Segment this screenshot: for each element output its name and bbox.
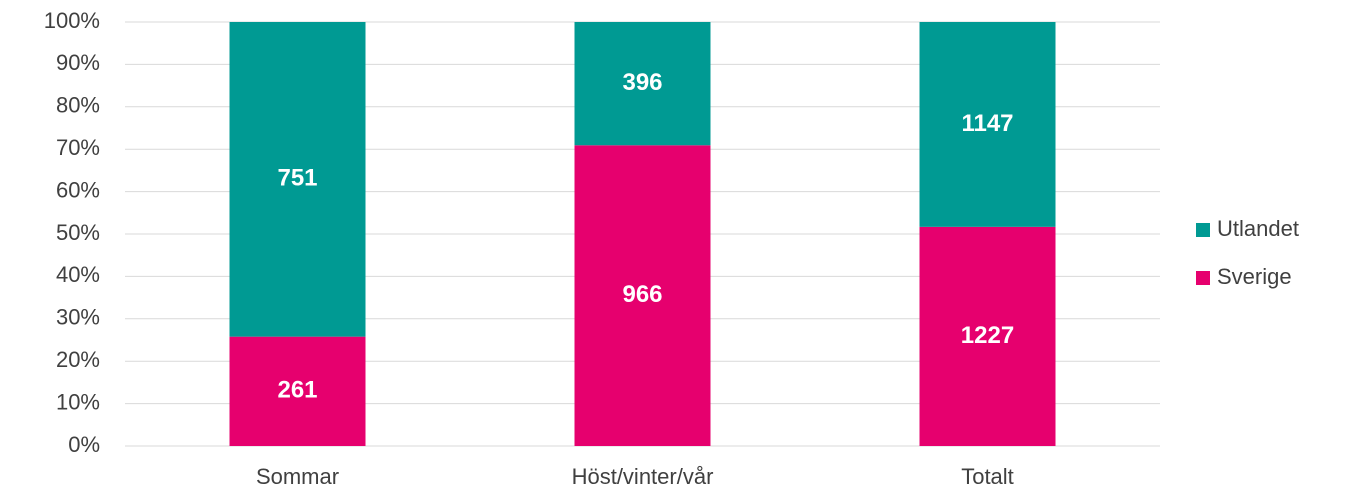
- data-label: 396: [622, 69, 662, 96]
- y-tick-label: 100%: [44, 8, 100, 33]
- data-label: 966: [622, 281, 662, 308]
- legend-swatch: [1196, 223, 1210, 237]
- y-tick-label: 50%: [56, 220, 100, 245]
- x-tick-label: Höst/vinter/vår: [572, 464, 714, 489]
- legend-label: Sverige: [1217, 264, 1292, 289]
- bar-segment: [229, 336, 366, 446]
- bar-segment: [919, 22, 1056, 227]
- bar-segment: [919, 226, 1056, 446]
- y-tick-label: 90%: [56, 50, 100, 75]
- y-tick-label: 40%: [56, 262, 100, 287]
- legend-label: Utlandet: [1217, 216, 1299, 241]
- y-tick-label: 20%: [56, 347, 100, 372]
- data-label: 751: [277, 165, 317, 192]
- bar-segment: [229, 22, 366, 337]
- data-label: 261: [277, 377, 317, 404]
- y-tick-label: 80%: [56, 93, 100, 118]
- y-tick-label: 60%: [56, 177, 100, 202]
- y-tick-label: 70%: [56, 135, 100, 160]
- bar-segment: [574, 22, 711, 146]
- data-label: 1147: [961, 110, 1013, 137]
- legend-swatch: [1196, 271, 1210, 285]
- x-tick-label: Sommar: [256, 464, 339, 489]
- y-tick-label: 0%: [68, 432, 100, 457]
- bar-segment: [574, 145, 711, 446]
- x-tick-label: Totalt: [961, 464, 1014, 489]
- y-tick-label: 30%: [56, 305, 100, 330]
- data-label: 1227: [961, 322, 1014, 349]
- y-tick-label: 10%: [56, 389, 100, 414]
